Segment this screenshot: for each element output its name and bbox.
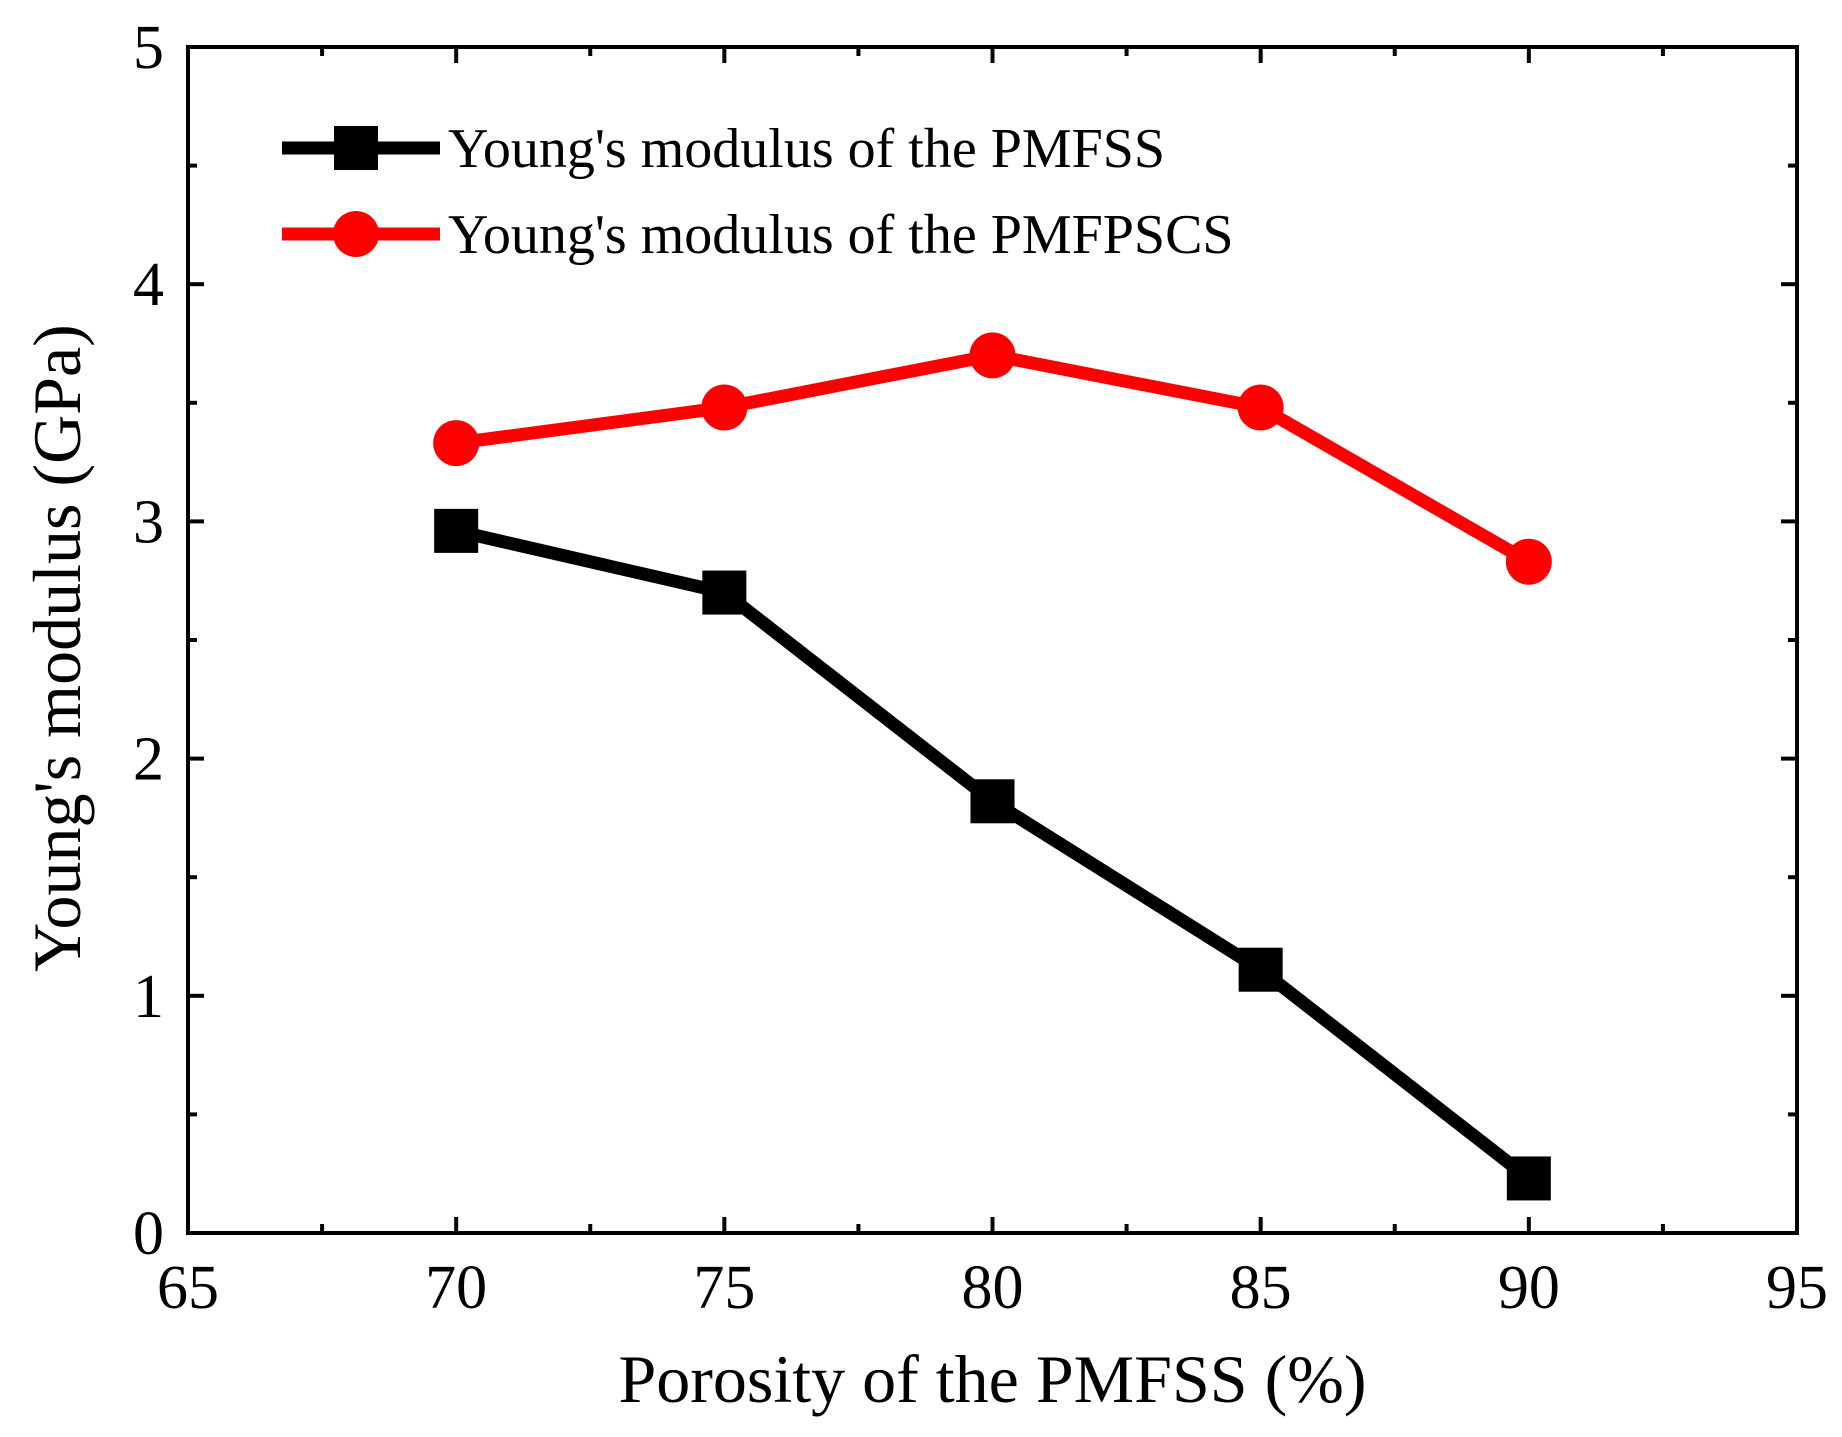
legend-label-pmfpscs: Young's modulus of the PMFPSCS bbox=[448, 204, 1234, 266]
data-series bbox=[433, 332, 1552, 1201]
data-point-square bbox=[970, 779, 1015, 824]
legend-marker-pmfss bbox=[334, 126, 378, 170]
data-point-circle bbox=[969, 332, 1016, 379]
data-point-square bbox=[1506, 1156, 1551, 1201]
x-tick-label: 80 bbox=[962, 1254, 1024, 1322]
plot-frame bbox=[186, 45, 1799, 1235]
data-point-square bbox=[434, 508, 479, 553]
y-tick-label: 2 bbox=[133, 726, 164, 794]
data-point-circle bbox=[1505, 538, 1552, 585]
data-point-square bbox=[702, 570, 747, 615]
x-tick-label: 85 bbox=[1230, 1254, 1292, 1322]
legend-entry-pmfss: Young's modulus of the PMFSS bbox=[282, 118, 1165, 180]
data-point-circle bbox=[1237, 384, 1284, 431]
x-axis-title: Porosity of the PMFSS (%) bbox=[618, 1341, 1366, 1417]
y-tick-label: 0 bbox=[133, 1200, 164, 1268]
x-tick-label: 70 bbox=[425, 1254, 487, 1322]
x-tick-label: 75 bbox=[693, 1254, 755, 1322]
data-point-circle bbox=[433, 420, 480, 467]
legend-marker-pmfpscs bbox=[333, 211, 379, 257]
legend-label-pmfss: Young's modulus of the PMFSS bbox=[448, 118, 1165, 180]
x-tick-label: 65 bbox=[157, 1254, 219, 1322]
x-tick-label: 90 bbox=[1498, 1254, 1560, 1322]
series-line-0 bbox=[454, 524, 1533, 1184]
x-tick-label: 95 bbox=[1766, 1254, 1828, 1322]
legend-entry-pmfpscs: Young's modulus of the PMFPSCS bbox=[282, 204, 1234, 266]
legend: Young's modulus of the PMFSS Young's mod… bbox=[282, 118, 1234, 266]
y-axis-title: Young's modulus (GPa) bbox=[19, 324, 95, 972]
tick-labels: 65 70 75 80 85 90 95 0 1 2 3 4 5 bbox=[133, 14, 1828, 1322]
y-tick-label: 4 bbox=[133, 251, 164, 319]
y-tick-label: 5 bbox=[133, 14, 164, 82]
data-point-circle bbox=[701, 384, 748, 431]
data-point-square bbox=[1238, 947, 1283, 992]
y-tick-label: 1 bbox=[133, 963, 164, 1031]
y-tick-label: 3 bbox=[133, 488, 164, 556]
series-line-1 bbox=[455, 348, 1533, 568]
